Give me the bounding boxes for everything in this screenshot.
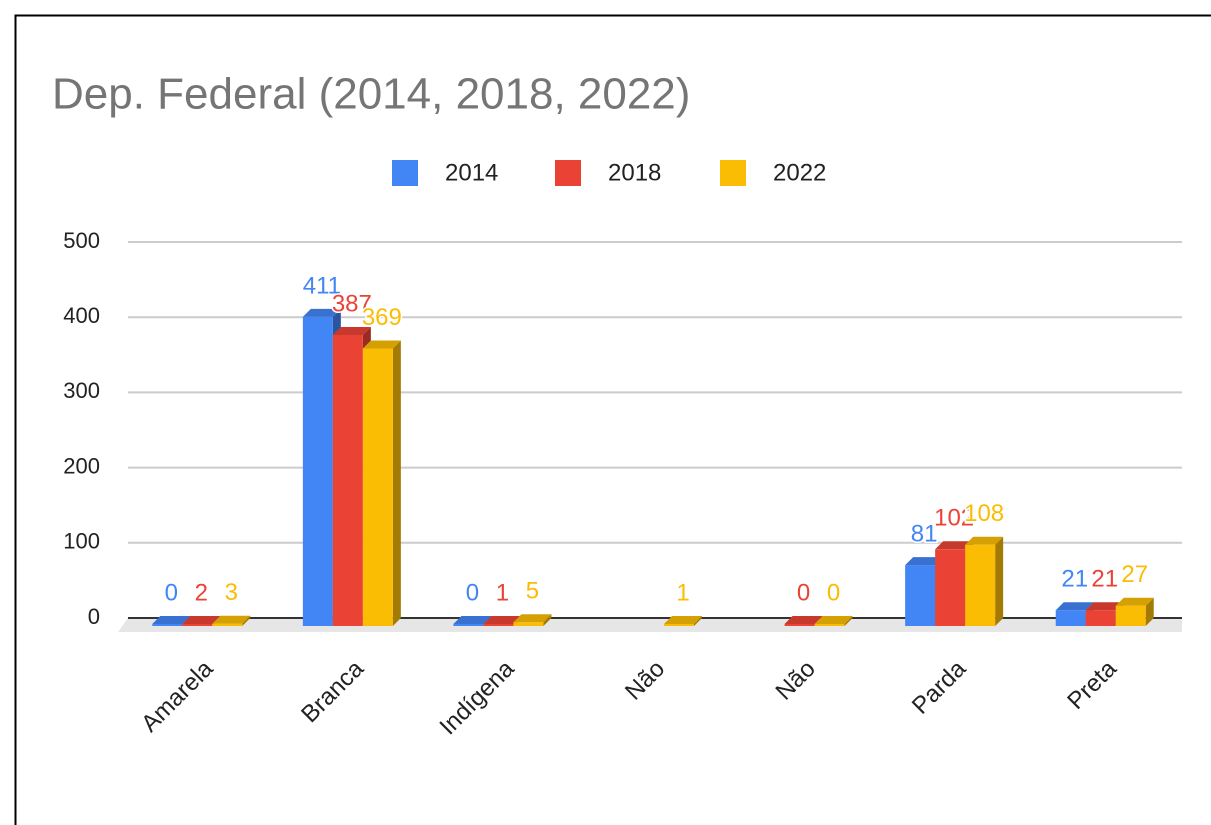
bar-top [212,615,251,624]
y-tick-label: 500 [63,228,100,253]
data-label: 21 [1061,566,1088,593]
bar [453,624,484,626]
bar-top [814,616,853,624]
bar-top [302,308,341,317]
data-label: 21 [1091,566,1118,593]
bar [664,624,694,626]
bar-top [935,541,974,550]
data-label: 1 [496,579,509,606]
bar-side [844,616,853,626]
data-label: 5 [526,578,539,605]
legend-swatch [555,160,581,186]
data-label: 387 [332,290,372,317]
floor [118,618,1182,632]
data-label: 102 [934,505,974,532]
legend-label: 2018 [608,159,661,186]
bar-top [784,616,823,624]
bar [814,624,845,626]
bar-top [1055,602,1094,611]
bar [905,565,936,626]
bar-side [694,616,702,626]
bar [332,334,363,626]
bar-side [242,615,251,626]
y-tick-label: 100 [63,529,100,554]
data-label: 2 [195,579,208,606]
data-label: 0 [165,579,178,606]
bar [362,348,393,626]
bar [182,624,213,626]
data-label: 108 [964,500,1004,527]
legend-label: 2022 [773,159,826,186]
data-label: 0 [797,579,810,606]
data-label: 81 [911,520,938,547]
bar [1055,610,1086,626]
y-tick-label: 200 [63,453,100,478]
bar [483,624,514,626]
bar-top [905,557,944,566]
bar [1115,605,1146,626]
legend-swatch [720,160,746,186]
legend-label: 2014 [445,159,498,186]
bar [784,624,815,626]
bar [152,624,183,626]
data-label: 0 [466,579,479,606]
bar [965,544,996,626]
bar [1085,610,1116,626]
bar-top [453,616,492,624]
data-label: 411 [303,272,341,299]
bar-top [483,616,522,624]
bar-top [1115,597,1154,606]
bar-top [332,326,371,335]
bar [935,549,966,626]
frame [14,14,1211,825]
bar-top [152,616,191,624]
bar-top [182,616,221,624]
bar-side [1145,597,1154,626]
data-label: 1 [676,579,689,606]
bar [513,622,544,626]
data-label: 0 [827,579,840,606]
bar-top [664,616,702,624]
bar-top [513,614,552,623]
bar-top [965,536,1004,545]
bar-top [1085,602,1124,611]
bar-side [543,614,552,626]
data-label: 3 [225,579,238,606]
bar [302,316,333,626]
legend-swatch [392,160,418,186]
data-label: 27 [1121,561,1148,588]
bar-side [392,340,401,626]
bar [212,623,243,626]
y-tick-label: 0 [88,604,100,629]
bar-side [995,536,1004,626]
chart-title: Dep. Federal (2014, 2018, 2022) [52,70,690,119]
y-tick-label: 300 [63,378,100,403]
data-label: 369 [362,304,402,331]
y-tick-label: 400 [63,303,100,328]
bar-top [362,340,401,349]
